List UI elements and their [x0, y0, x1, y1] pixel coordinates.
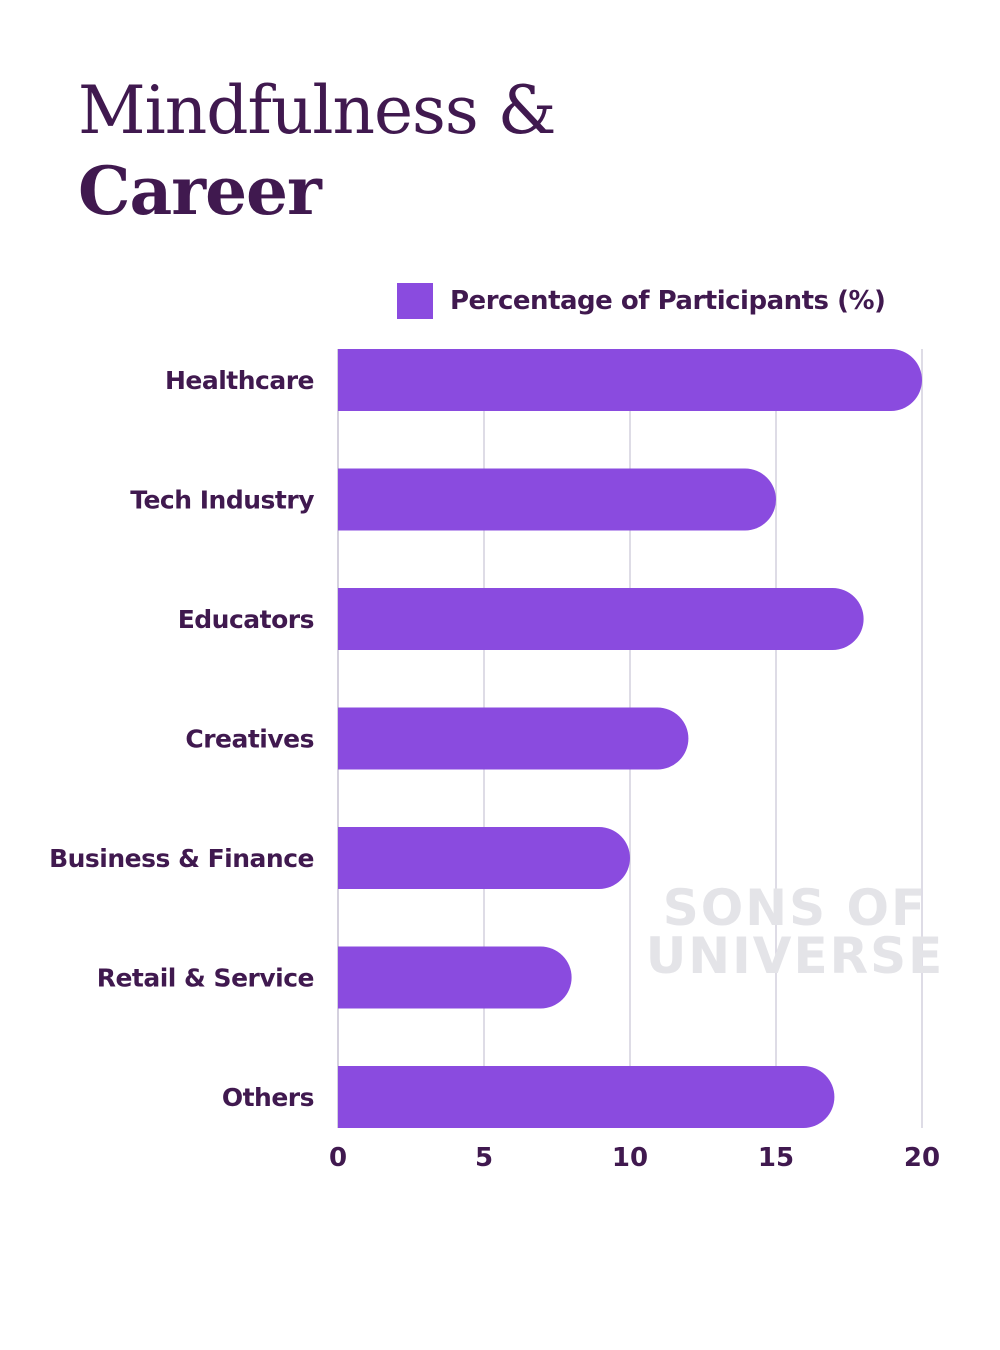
watermark-line-2: UNIVERSE — [646, 927, 945, 985]
category-label: Retail & Service — [97, 964, 314, 993]
legend-label: Percentage of Participants (%) — [450, 286, 886, 316]
bar — [338, 707, 689, 770]
legend: Percentage of Participants (%) — [397, 283, 886, 319]
bars — [338, 349, 922, 1128]
bar — [338, 349, 922, 411]
x-tick-label: 10 — [612, 1143, 648, 1173]
bar — [338, 468, 776, 531]
category-label: Healthcare — [165, 366, 314, 395]
chart-title: Mindfulness & Career — [78, 72, 557, 230]
title-line-2: Career — [78, 152, 322, 230]
category-label: Tech Industry — [130, 486, 314, 515]
legend-swatch — [397, 283, 433, 319]
title-line-1: Mindfulness & — [78, 72, 557, 149]
watermark: SONS OF UNIVERSE — [646, 879, 945, 985]
bar — [338, 946, 572, 1009]
category-label: Educators — [178, 605, 314, 634]
category-label: Creatives — [185, 725, 314, 754]
category-labels: Healthcare Tech Industry Educators Creative… — [49, 366, 315, 1112]
x-tick-label: 20 — [904, 1143, 940, 1173]
bar — [338, 588, 864, 650]
category-label: Business & Finance — [49, 844, 314, 873]
bar — [338, 827, 630, 889]
x-tick-label: 15 — [758, 1143, 794, 1173]
x-tick-label: 5 — [475, 1143, 493, 1173]
bar — [338, 1066, 835, 1128]
x-axis-ticks: 0 5 10 15 20 — [329, 1143, 940, 1173]
x-tick-label: 0 — [329, 1143, 347, 1173]
category-label: Others — [222, 1083, 314, 1112]
watermark-line-1: SONS OF — [663, 879, 927, 937]
